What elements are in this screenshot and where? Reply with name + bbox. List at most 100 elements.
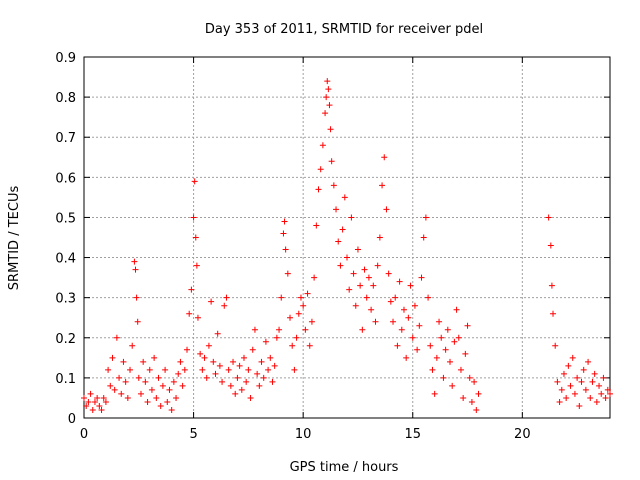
data-point: [580, 366, 587, 373]
data-point: [473, 406, 480, 413]
data-point: [271, 362, 278, 369]
data-point: [317, 166, 324, 173]
data-point: [116, 374, 123, 381]
data-point: [181, 366, 188, 373]
data-point: [436, 318, 443, 325]
data-point: [574, 374, 581, 381]
data-point: [234, 374, 241, 381]
data-point: [453, 306, 460, 313]
data-point: [390, 318, 397, 325]
data-point: [287, 314, 294, 321]
data-point: [328, 158, 335, 165]
data-point: [210, 358, 217, 365]
data-point: [335, 238, 342, 245]
grid-lines: [84, 57, 610, 418]
data-point: [370, 282, 377, 289]
data-point: [282, 246, 289, 253]
data-point: [381, 154, 388, 161]
data-point: [361, 266, 368, 273]
data-point: [232, 390, 239, 397]
data-point: [159, 382, 166, 389]
data-point: [352, 302, 359, 309]
data-point: [81, 394, 87, 401]
data-point: [107, 382, 114, 389]
data-point: [411, 302, 418, 309]
data-point: [251, 326, 258, 333]
data-point: [547, 242, 554, 249]
data-point: [142, 378, 149, 385]
data-point: [405, 314, 412, 321]
data-point: [221, 302, 228, 309]
data-point: [306, 342, 313, 349]
y-tick-label: 0.8: [55, 91, 76, 106]
data-point: [449, 382, 456, 389]
data-point: [344, 254, 350, 261]
data-point: [392, 294, 399, 301]
data-point: [550, 310, 557, 317]
data-point: [132, 266, 139, 273]
data-point: [265, 366, 272, 373]
data-point: [455, 334, 462, 341]
data-point: [203, 374, 210, 381]
data-point: [186, 310, 193, 317]
data-point: [240, 354, 247, 361]
data-point: [442, 346, 449, 353]
data-point: [552, 342, 559, 349]
data-point: [327, 126, 334, 133]
data-point: [587, 394, 594, 401]
data-point: [225, 366, 232, 373]
data-point: [565, 362, 572, 369]
data-point: [365, 274, 372, 281]
data-point: [425, 294, 432, 301]
data-point: [276, 326, 283, 333]
data-point: [105, 366, 112, 373]
data-point: [330, 182, 337, 189]
x-tick-label: 0: [80, 427, 88, 442]
data-point: [135, 374, 142, 381]
data-point: [460, 394, 467, 401]
data-point: [89, 406, 96, 413]
y-tick-label: 0.5: [55, 211, 76, 226]
data-point: [166, 386, 173, 393]
data-point: [444, 326, 451, 333]
data-point: [243, 378, 250, 385]
data-point: [339, 226, 346, 233]
data-point: [602, 394, 609, 401]
data-point: [468, 398, 475, 405]
data-point: [179, 382, 186, 389]
data-point: [420, 234, 427, 241]
data-point: [346, 286, 353, 293]
data-point: [322, 110, 329, 117]
data-point: [254, 370, 261, 377]
data-point: [372, 318, 379, 325]
data-point: [230, 358, 237, 365]
data-point: [199, 366, 206, 373]
data-point: [333, 206, 340, 213]
data-point: [87, 390, 94, 397]
data-point: [219, 378, 226, 385]
data-point: [293, 334, 300, 341]
data-point: [354, 246, 361, 253]
data-point: [400, 306, 407, 313]
x-tick-label: 20: [514, 427, 531, 442]
y-tick-label: 0.2: [55, 332, 76, 347]
data-point: [554, 378, 561, 385]
data-point: [363, 294, 370, 301]
data-point: [600, 374, 607, 381]
data-point: [374, 262, 381, 269]
data-point: [438, 334, 445, 341]
data-point: [175, 370, 182, 377]
data-point: [262, 338, 269, 345]
data-point: [124, 394, 131, 401]
data-point: [466, 374, 473, 381]
data-point: [214, 330, 221, 337]
data-point: [227, 382, 234, 389]
data-point: [376, 234, 383, 241]
data-point: [245, 366, 252, 373]
data-point: [134, 318, 141, 325]
data-point: [193, 262, 200, 269]
chart-title: Day 353 of 2011, SRMTID for receiver pde…: [205, 22, 483, 37]
x-axis-label: GPS time / hours: [290, 460, 399, 475]
data-point: [223, 294, 230, 301]
data-point: [148, 386, 155, 393]
